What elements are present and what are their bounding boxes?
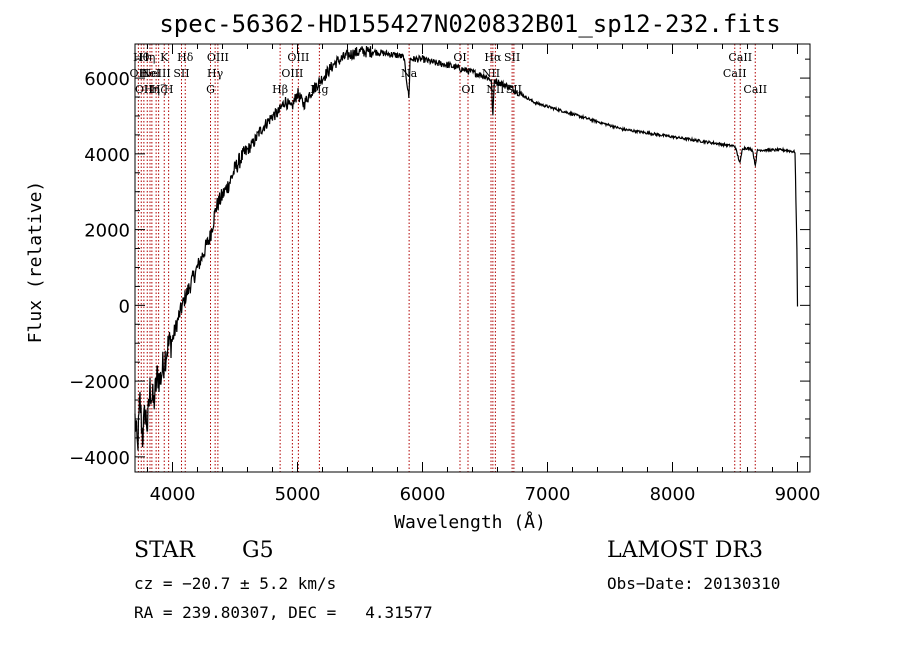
x-tick-label: 5000 xyxy=(275,484,321,505)
plot-frame xyxy=(134,43,811,473)
line-label: H xyxy=(164,83,174,96)
y-tick-label: −2000 xyxy=(69,372,130,393)
flux-series-line xyxy=(134,45,799,451)
line-label: Hβ xyxy=(272,83,288,96)
line-label: Hη xyxy=(139,51,155,64)
line-label: NII xyxy=(486,83,504,96)
observation-date: Obs−Date: 20130310 xyxy=(607,574,781,593)
y-tick-label: −4000 xyxy=(69,448,130,469)
line-label: HeI xyxy=(140,67,160,80)
line-label: Mg xyxy=(310,83,328,96)
line-label: Hγ xyxy=(207,67,224,80)
redshift-cz: cz = −20.7 ± 5.2 km/s xyxy=(134,574,337,593)
x-tick-label: 7000 xyxy=(525,484,571,505)
x-axis-label: Wavelength (Å) xyxy=(394,511,546,533)
line-label: Hδ xyxy=(177,51,194,64)
y-tick-label: 0 xyxy=(119,296,130,317)
line-label: Hζ xyxy=(151,83,167,96)
y-tick-label: 6000 xyxy=(84,69,130,90)
x-tick-label: 6000 xyxy=(400,484,446,505)
x-tick-label: 8000 xyxy=(650,484,696,505)
line-label: OIII xyxy=(207,51,229,64)
line-label: NeIII xyxy=(142,67,171,80)
line-label: OIII xyxy=(287,51,309,64)
line-label: K xyxy=(160,51,169,64)
x-tick-label: 9000 xyxy=(775,484,821,505)
line-label: SII xyxy=(504,51,520,64)
spectrum-chart: spec-56362-HD155427N020832B01_sp12-232.f… xyxy=(25,10,820,533)
object-subclass: G5 xyxy=(242,538,274,563)
y-tick-label: 2000 xyxy=(84,221,130,242)
line-label: Hη xyxy=(144,83,160,96)
line-label: Hθ xyxy=(133,51,150,64)
line-label: OII xyxy=(130,67,148,80)
y-tick-label: 4000 xyxy=(84,145,130,166)
object-class: STAR xyxy=(134,538,195,563)
survey-name: LAMOST DR3 xyxy=(607,538,763,563)
chart-title: spec-56362-HD155427N020832B01_sp12-232.f… xyxy=(159,10,780,38)
line-label: SII xyxy=(173,67,189,80)
line-label: OI xyxy=(461,83,474,96)
line-label: CaII xyxy=(723,67,747,80)
line-label: SII xyxy=(506,83,522,96)
x-tick-label: 4000 xyxy=(150,484,196,505)
line-label: Na xyxy=(401,67,418,80)
line-label: OIII xyxy=(281,67,303,80)
line-label: CaII xyxy=(728,51,752,64)
line-label: G xyxy=(206,83,215,96)
line-label: OII xyxy=(135,83,153,96)
spectral-line-markers xyxy=(137,44,756,472)
line-label: OI xyxy=(453,51,466,64)
line-label: CaII xyxy=(743,83,767,96)
line-label: NII xyxy=(482,67,500,80)
ra-dec-coordinates: RA = 239.80307, DEC = 4.31577 xyxy=(134,603,433,622)
axis-ticks: 4000 5000 6000 7000 8000 9000 −4000 −2000 0 2000 4… xyxy=(69,44,820,505)
y-axis-label: Flux (relative) xyxy=(25,181,46,344)
line-label: Hα xyxy=(484,51,502,64)
spectral-line-labels: OIIHθOIIHηHeIHηNeIIIHζKHSIIHδGHγOIIIHβOI… xyxy=(130,51,768,96)
